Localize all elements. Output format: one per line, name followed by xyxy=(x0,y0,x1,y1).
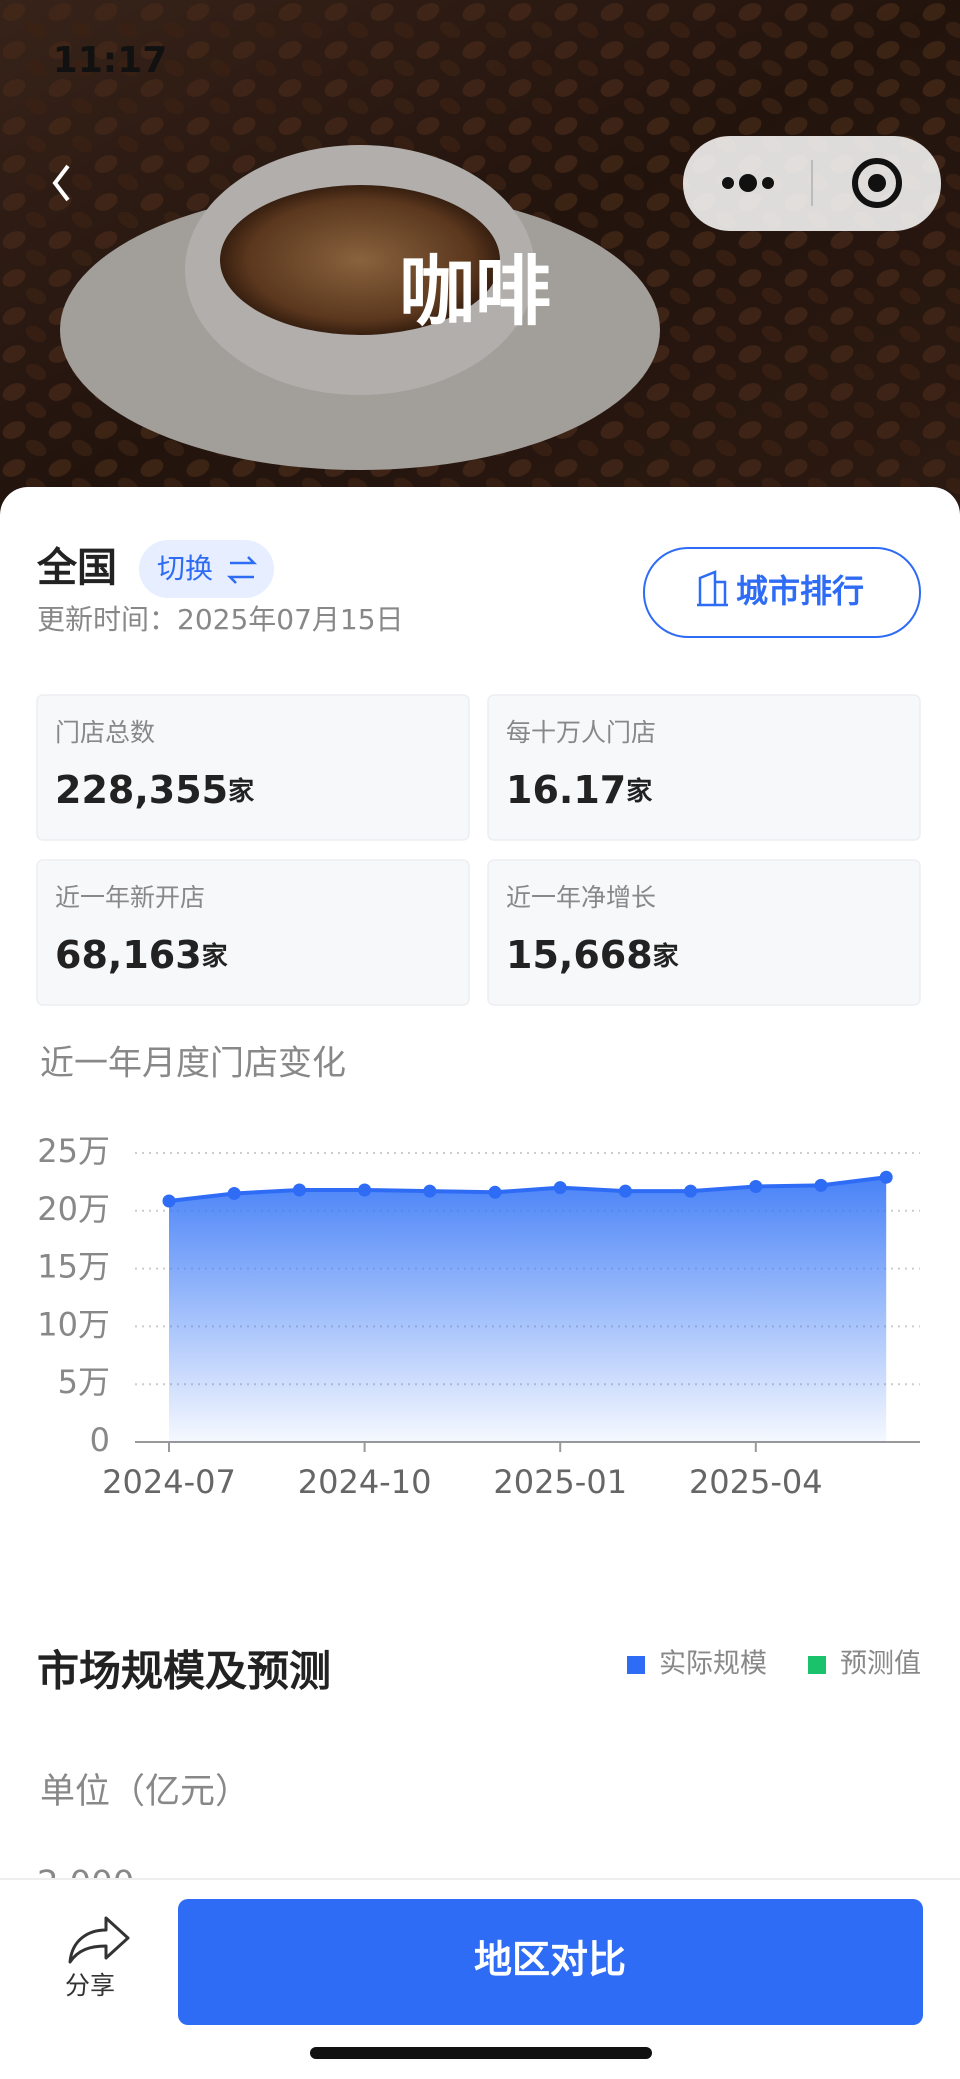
stat-label: 门店总数 xyxy=(55,718,155,747)
city-rank-button[interactable] xyxy=(643,547,921,638)
close-button[interactable] xyxy=(852,158,902,208)
stat-card xyxy=(487,694,921,841)
stat-unit: 家 xyxy=(202,941,228,972)
legend-swatch xyxy=(627,1656,645,1674)
back-button[interactable] xyxy=(52,164,70,202)
market-title: 市场规模及预测 xyxy=(37,1647,331,1696)
stat-value: 15,668 xyxy=(506,933,653,977)
page-title: 咖啡 xyxy=(399,247,551,336)
y-tick-label: 5万 xyxy=(58,1363,110,1401)
stat-value: 16.17 xyxy=(506,768,626,812)
switch-pill[interactable] xyxy=(139,540,274,598)
switch-text[interactable]: 切换 xyxy=(157,552,213,585)
x-tick-label: 2024-07 xyxy=(102,1463,236,1501)
point xyxy=(292,1183,306,1197)
stat-unit: 家 xyxy=(653,941,679,972)
stat-card xyxy=(36,694,470,841)
switch-icon xyxy=(226,556,258,584)
y-tick-label: 0 xyxy=(90,1421,110,1459)
legend-label: 实际规模 xyxy=(659,1649,767,1680)
stat-unit: 家 xyxy=(626,776,652,807)
city-rank-text[interactable]: 城市排行 xyxy=(736,572,864,610)
share-icon[interactable] xyxy=(68,1916,130,1964)
status-time: 11:17 xyxy=(53,40,168,81)
compare-button[interactable] xyxy=(178,1899,923,2025)
y-tick-label: 15万 xyxy=(37,1248,110,1286)
area xyxy=(169,1177,887,1442)
update-time: 更新时间：2025年07月15日 xyxy=(37,603,404,636)
stat-text: 15,668家 xyxy=(506,933,679,977)
header-overlay xyxy=(0,0,960,520)
stat-text: 16.17家 xyxy=(506,768,652,812)
chart-title: 近一年月度门店变化 xyxy=(40,1044,346,1084)
stat-card xyxy=(36,859,470,1006)
y-tick-label: 10万 xyxy=(37,1305,110,1343)
legend-swatch xyxy=(808,1656,826,1674)
point xyxy=(358,1183,372,1197)
compare-text[interactable]: 地区对比 xyxy=(474,1938,626,1982)
x-tick-label: 2024-10 xyxy=(298,1463,432,1501)
stat-text: 68,163家 xyxy=(55,933,228,977)
stat-value: 68,163 xyxy=(55,933,202,977)
coffee xyxy=(220,185,500,335)
point xyxy=(814,1178,828,1192)
legend-label: 预测值 xyxy=(840,1649,921,1680)
point xyxy=(879,1170,893,1184)
stat-unit: 家 xyxy=(228,776,254,807)
stat-text: 228,355家 xyxy=(55,768,254,812)
more-button[interactable] xyxy=(722,174,774,192)
market-unit: 单位（亿元） xyxy=(40,1772,250,1812)
point xyxy=(749,1180,763,1194)
stat-label: 近一年新开店 xyxy=(55,883,205,912)
point xyxy=(684,1184,698,1198)
stat-label: 每十万人门店 xyxy=(506,718,656,747)
x-tick-label: 2025-01 xyxy=(493,1463,627,1501)
y-tick-label: 25万 xyxy=(37,1132,110,1170)
point xyxy=(227,1186,241,1200)
stat-card xyxy=(487,859,921,1006)
x-tick-label: 2025-04 xyxy=(689,1463,823,1501)
share-text[interactable]: 分享 xyxy=(65,1971,115,2000)
stat-value: 228,355 xyxy=(55,768,228,812)
point xyxy=(553,1181,567,1195)
point xyxy=(488,1185,502,1199)
region-name: 全国 xyxy=(36,545,117,591)
city-rank-icon xyxy=(697,570,728,607)
point xyxy=(618,1184,632,1198)
y-tick-label: 20万 xyxy=(37,1190,110,1228)
point xyxy=(162,1194,176,1208)
stat-label: 近一年净增长 xyxy=(506,883,656,912)
line xyxy=(168,1175,887,1203)
home-indicator xyxy=(310,2047,652,2059)
point xyxy=(423,1184,437,1198)
